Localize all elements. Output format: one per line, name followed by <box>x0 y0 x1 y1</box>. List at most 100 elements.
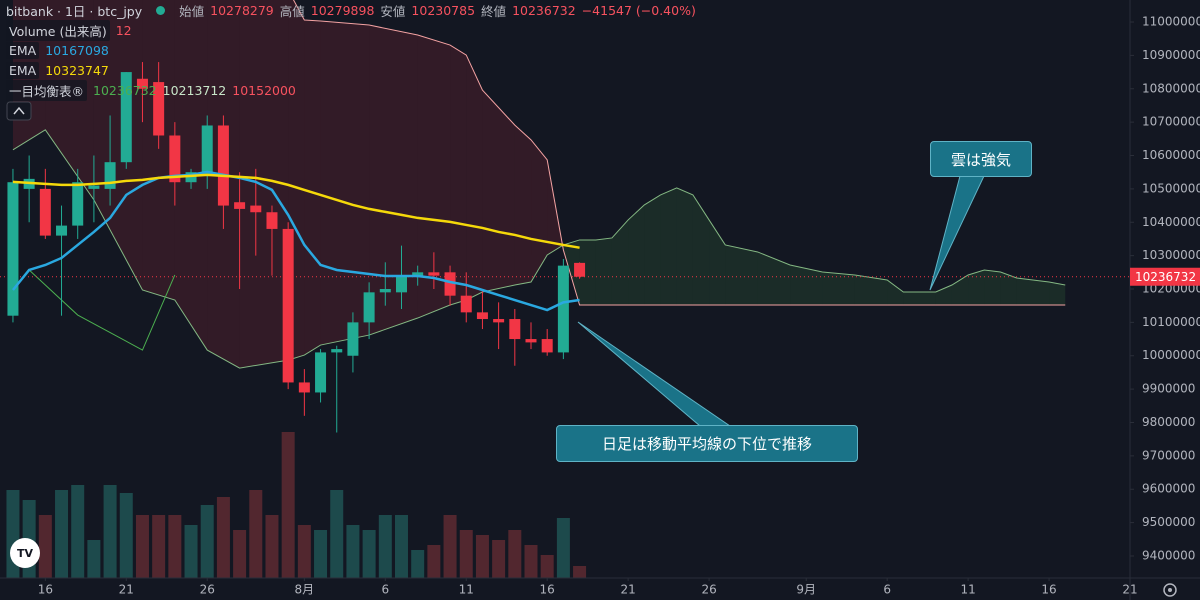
ema-name: EMA <box>6 61 40 79</box>
high-value: 10279898 <box>310 2 375 18</box>
cloud-fill <box>611 219 629 306</box>
candle-body <box>509 319 521 340</box>
ema-line <box>12 173 580 249</box>
volume-bar <box>378 515 392 578</box>
ichimoku-value: 10236732 <box>93 82 157 98</box>
candle-body <box>493 319 505 323</box>
cloud-fill <box>660 187 677 306</box>
x-tick-label: 16 <box>38 583 53 597</box>
ema-value: 10323747 <box>45 62 109 78</box>
close-label: 終値 <box>481 3 507 19</box>
candle-body <box>428 272 440 276</box>
logo-mark: TV <box>17 547 34 560</box>
candle-body <box>331 349 343 353</box>
y-tick-label: 10900000 <box>1142 48 1200 62</box>
y-tick-label: 10600000 <box>1142 148 1200 162</box>
annotation: 雲は強気 <box>930 141 1032 177</box>
candle-body <box>72 182 84 226</box>
candle-body <box>363 292 375 323</box>
volume-bar <box>87 540 101 578</box>
candle-body <box>250 205 262 213</box>
volume-value: 12 <box>115 22 132 38</box>
x-tick-label: 11 <box>459 583 474 597</box>
cloud-fill <box>482 90 515 293</box>
volume-bar <box>492 540 506 578</box>
cloud-fill <box>320 21 370 346</box>
open-value: 10278279 <box>210 2 274 18</box>
x-tick-label: 21 <box>1122 583 1137 597</box>
volume-bar <box>443 515 457 578</box>
low-label: 安値 <box>380 3 406 19</box>
candle-body <box>153 82 165 136</box>
volume-bar <box>427 545 441 578</box>
y-tick-label: 10100000 <box>1142 315 1200 329</box>
cloud-fill <box>854 274 888 306</box>
x-tick-label: 21 <box>620 583 635 597</box>
x-tick-label: 16 <box>540 583 555 597</box>
candle-body <box>39 188 51 236</box>
collapse-button[interactable] <box>6 101 32 121</box>
volume-legend: Volume (出来高) 12 <box>6 19 132 41</box>
volume-bar <box>459 530 473 578</box>
cloud-fill <box>466 55 483 301</box>
cloud-fill <box>1000 271 1017 306</box>
candle-body <box>541 339 553 353</box>
ema-name: EMA <box>6 41 40 59</box>
open-label: 始値 <box>179 3 205 19</box>
volume-bar <box>297 525 311 578</box>
volume-bar <box>508 530 522 578</box>
candle-body <box>574 262 586 277</box>
collapse-icon <box>13 106 25 115</box>
ichimoku-value: 10152000 <box>232 82 296 98</box>
volume-bar <box>184 525 198 578</box>
last-price-tag <box>1130 267 1200 286</box>
x-tick-label: 21 <box>119 583 134 597</box>
candle-body <box>169 135 181 183</box>
candle-body <box>395 275 407 293</box>
volume-bar <box>330 490 344 578</box>
volume-bar <box>103 485 117 578</box>
x-tick-label: 16 <box>1041 583 1056 597</box>
candle-body <box>412 272 424 276</box>
x-tick-label: 11 <box>960 583 975 597</box>
candle-body <box>315 352 327 393</box>
volume-bar <box>556 518 570 578</box>
candle-body <box>120 72 132 163</box>
volume-name: Volume (出来高) <box>6 19 110 41</box>
cloud-fill <box>790 264 823 306</box>
cloud-fill <box>903 292 936 306</box>
ema-line <box>11 170 580 312</box>
x-tick-label: 6 <box>381 583 389 597</box>
ichimoku-legend: 一目均衡表® 10236732 10213712 10152000 <box>6 79 296 101</box>
price-axis-panel <box>1130 0 1200 600</box>
change: −41547 (−0.40%) <box>581 2 696 18</box>
cloud-fill <box>628 204 645 306</box>
logo[interactable] <box>10 538 40 568</box>
x-tick-label: 8月 <box>295 583 315 597</box>
volume-bar <box>249 490 263 578</box>
volume-bar <box>200 505 214 578</box>
settings-icon[interactable] <box>1163 583 1177 597</box>
ichimoku-value: 10213712 <box>162 82 227 98</box>
y-tick-label: 9400000 <box>1142 548 1195 562</box>
y-tick-label: 10000000 <box>1142 348 1200 362</box>
cloud-fill <box>644 194 661 306</box>
cloud-fill <box>1049 281 1066 306</box>
y-tick-label: 10800000 <box>1142 81 1200 95</box>
y-tick-label: 10400000 <box>1142 215 1200 229</box>
cloud-fill <box>692 194 710 306</box>
volume-bar <box>394 515 408 578</box>
candle-body <box>201 125 213 176</box>
cloud-fill <box>563 239 580 306</box>
x-tick-label: 9月 <box>796 583 816 597</box>
y-tick-label: 9800000 <box>1142 415 1195 429</box>
candle-body <box>557 265 569 353</box>
cloud-fill <box>369 25 418 336</box>
cloud-fill <box>531 139 548 282</box>
y-tick-label: 9900000 <box>1142 382 1195 396</box>
cloud-fill <box>822 271 855 306</box>
cloud-fill <box>676 187 693 306</box>
ichimoku-name: 一目均衡表® <box>6 79 88 101</box>
candle-body <box>185 172 197 183</box>
